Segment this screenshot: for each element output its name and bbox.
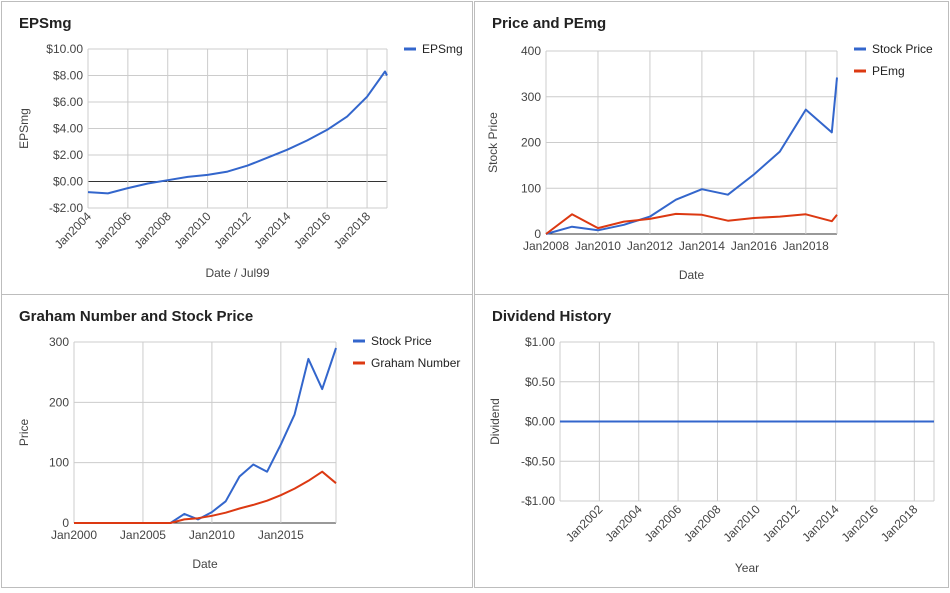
eps-x-tick-label: Jan2012 xyxy=(211,209,254,252)
graham-y-axis-title: Price xyxy=(17,419,31,447)
eps-y-tick-label: -$2.00 xyxy=(49,201,83,215)
eps-x-axis-title: Date / Jul99 xyxy=(205,266,269,280)
dividend-chart-panel: Dividend History -$1.00 -$0.50 $0.00 $0.50 $… xyxy=(474,294,949,588)
dividend-x-tick-label: Jan2016 xyxy=(839,502,882,545)
dividend-y-tick-label: $0.00 xyxy=(525,415,555,429)
graham-legend-label: Stock Price xyxy=(371,334,432,348)
eps-y-axis-title: EPSmg xyxy=(17,108,31,149)
graham-x-tick-label: Jan2000 xyxy=(51,528,97,542)
dividend-y-tick-label: $1.00 xyxy=(525,335,555,349)
price-y-axis-title: Stock Price xyxy=(486,112,500,173)
price-y-tick-label: 300 xyxy=(521,90,541,104)
price-x-tick-label: Jan2010 xyxy=(575,239,621,253)
dividend-chart-svg: -$1.00-$0.50$0.00$0.50$1.00Jan2002Jan200… xyxy=(475,295,949,588)
graham-legend-label: Graham Number xyxy=(371,356,460,370)
graham-y-tick-label: 200 xyxy=(49,395,69,409)
price-series-line-0 xyxy=(546,78,837,235)
dividend-x-tick-label: Jan2004 xyxy=(602,502,645,545)
eps-legend-label: EPSmg xyxy=(422,42,463,56)
dividend-x-tick-label: Jan2006 xyxy=(642,502,685,545)
eps-x-tick-label: Jan2004 xyxy=(52,209,95,252)
eps-chart-panel: EPSmg -$2.00 $0.00 $2.00 $4.00 $6.00 $8.00 $10… xyxy=(1,1,473,295)
graham-x-tick-label: Jan2010 xyxy=(189,528,235,542)
graham-series-line-0 xyxy=(74,348,336,523)
eps-y-tick-label: $6.00 xyxy=(53,95,83,109)
eps-y-tick-label: $4.00 xyxy=(53,122,83,136)
price-legend-swatch xyxy=(854,48,866,51)
graham-legend-swatch xyxy=(353,340,365,343)
price-x-tick-label: Jan2016 xyxy=(731,239,777,253)
price-y-tick-label: 100 xyxy=(521,181,541,195)
eps-x-tick-label: Jan2018 xyxy=(331,209,374,252)
dividend-x-tick-label: Jan2018 xyxy=(878,502,921,545)
graham-x-tick-label: Jan2015 xyxy=(258,528,304,542)
dividend-y-tick-label: -$1.00 xyxy=(521,494,555,508)
price-x-axis-title: Date xyxy=(679,268,705,282)
dividend-x-tick-label: Jan2012 xyxy=(760,502,803,545)
graham-x-axis-title: Date xyxy=(192,557,218,571)
dividend-x-tick-label: Jan2014 xyxy=(799,502,842,545)
eps-y-tick-label: $0.00 xyxy=(53,175,83,189)
price-legend-label: Stock Price xyxy=(872,42,933,56)
dividend-y-axis-title: Dividend xyxy=(488,398,502,445)
eps-x-tick-label: Jan2010 xyxy=(171,209,214,252)
price-x-tick-label: Jan2008 xyxy=(523,239,569,253)
price-x-tick-label: Jan2014 xyxy=(679,239,725,253)
eps-x-tick-label: Jan2016 xyxy=(291,209,334,252)
eps-x-tick-label: Jan2014 xyxy=(251,209,294,252)
price-legend-swatch xyxy=(854,70,866,73)
eps-series-line-0 xyxy=(88,72,387,194)
dividend-x-axis-title: Year xyxy=(735,561,759,575)
price-y-tick-label: 200 xyxy=(521,136,541,150)
dividend-x-tick-label: Jan2008 xyxy=(681,502,724,545)
eps-y-tick-label: $2.00 xyxy=(53,148,83,162)
eps-legend-swatch xyxy=(404,48,416,51)
dividend-y-tick-label: $0.50 xyxy=(525,375,555,389)
price-y-tick-label: 400 xyxy=(521,44,541,58)
eps-y-tick-label: $8.00 xyxy=(53,69,83,83)
eps-x-tick-label: Jan2006 xyxy=(92,209,135,252)
dividend-x-tick-label: Jan2002 xyxy=(563,502,606,545)
price-x-tick-label: Jan2018 xyxy=(783,239,829,253)
eps-y-tick-label: $10.00 xyxy=(46,42,83,56)
price-series-line-1 xyxy=(546,214,837,234)
eps-chart-svg: -$2.00 $0.00 $2.00 $4.00 $6.00 $8.00 $10.00 Jan… xyxy=(2,2,473,295)
graham-y-tick-label: 300 xyxy=(49,335,69,349)
graham-y-tick-label: 100 xyxy=(49,456,69,470)
price-x-tick-label: Jan2012 xyxy=(627,239,673,253)
dividend-y-tick-label: -$0.50 xyxy=(521,454,555,468)
dividend-x-tick-label: Jan2010 xyxy=(721,502,764,545)
graham-legend-swatch xyxy=(353,362,365,365)
price-chart-panel: Price and PEmg 0 100 200 300 400 Jan2008 Jan20… xyxy=(474,1,949,295)
eps-x-tick-label: Jan2008 xyxy=(131,209,174,252)
graham-x-tick-label: Jan2005 xyxy=(120,528,166,542)
graham-chart-panel: Graham Number and Stock Price 0 100 200 300… xyxy=(1,294,473,588)
price-legend-label: PEmg xyxy=(872,64,905,78)
